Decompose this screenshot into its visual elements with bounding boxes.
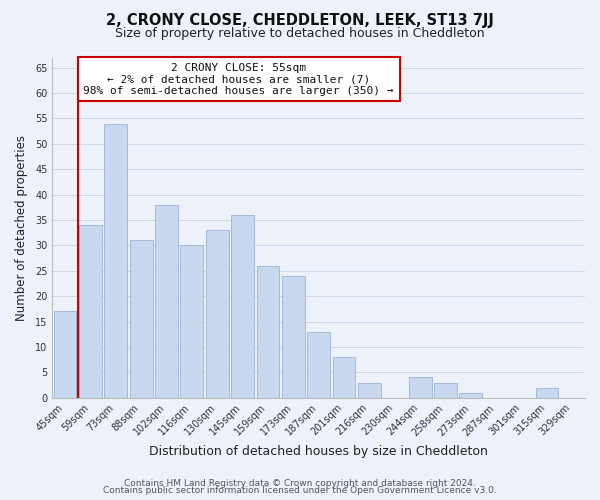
Text: 2 CRONY CLOSE: 55sqm
← 2% of detached houses are smaller (7)
98% of semi-detache: 2 CRONY CLOSE: 55sqm ← 2% of detached ho… [83, 62, 394, 96]
Text: 2, CRONY CLOSE, CHEDDLETON, LEEK, ST13 7JJ: 2, CRONY CLOSE, CHEDDLETON, LEEK, ST13 7… [106, 12, 494, 28]
Bar [307, 332, 330, 398]
Y-axis label: Number of detached properties: Number of detached properties [15, 134, 28, 320]
Bar [358, 382, 381, 398]
Bar [206, 230, 229, 398]
Bar [282, 276, 305, 398]
Bar [231, 215, 254, 398]
Bar [434, 382, 457, 398]
Bar [155, 205, 178, 398]
Bar [53, 312, 76, 398]
Text: Contains public sector information licensed under the Open Government Licence v3: Contains public sector information licen… [103, 486, 497, 495]
Bar [536, 388, 559, 398]
Text: Contains HM Land Registry data © Crown copyright and database right 2024.: Contains HM Land Registry data © Crown c… [124, 478, 476, 488]
Bar [409, 378, 431, 398]
Bar [332, 357, 355, 398]
Bar [257, 266, 280, 398]
Text: Size of property relative to detached houses in Cheddleton: Size of property relative to detached ho… [115, 28, 485, 40]
Bar [79, 225, 102, 398]
Bar [181, 246, 203, 398]
Bar [130, 240, 152, 398]
Bar [460, 392, 482, 398]
X-axis label: Distribution of detached houses by size in Cheddleton: Distribution of detached houses by size … [149, 444, 488, 458]
Bar [104, 124, 127, 398]
